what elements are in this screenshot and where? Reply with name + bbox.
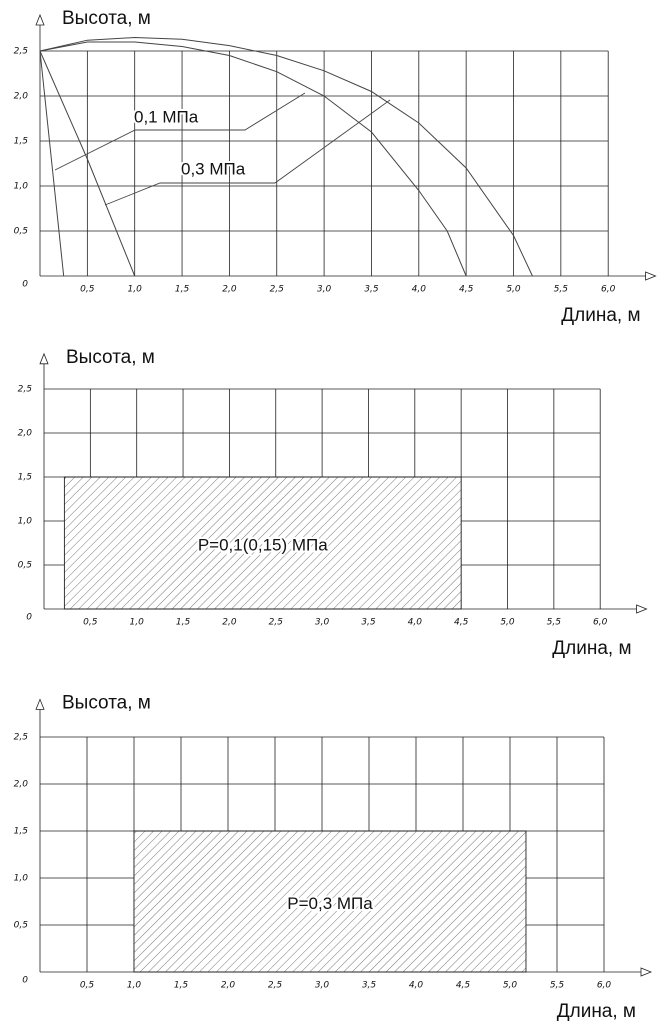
x-tick-label: 4,0 bbox=[412, 285, 427, 295]
x-tick-label: 2,5 bbox=[270, 285, 285, 295]
x-tick-label: 4,5 bbox=[459, 285, 474, 295]
x-tick-label: 2,5 bbox=[269, 618, 284, 628]
y-tick-label: 2,5 bbox=[18, 385, 33, 395]
y-tick-label: 0 bbox=[26, 613, 32, 623]
y-tick-label: 2,0 bbox=[18, 429, 33, 439]
y-tick-label: 1,5 bbox=[14, 827, 29, 837]
y-tick-label: 1,0 bbox=[14, 874, 29, 884]
y-tick-label: 2,0 bbox=[14, 92, 29, 102]
y-axis-arrow bbox=[35, 13, 45, 26]
annotation: P=0,1(0,15) МПа bbox=[198, 535, 328, 554]
pressure-zone bbox=[63, 476, 462, 610]
x-tick-label: 5,0 bbox=[503, 981, 518, 991]
y-tick-label: 2,5 bbox=[14, 733, 29, 743]
y-axis-title: Высота, м bbox=[66, 347, 155, 368]
x-axis-arrow bbox=[640, 967, 653, 977]
x-tick-label: 5,0 bbox=[506, 285, 521, 295]
y-axis-title: Высота, м bbox=[62, 8, 151, 29]
y-tick-label: 0,5 bbox=[14, 227, 29, 237]
trajectory bbox=[39, 50, 136, 277]
x-tick-label: 3,0 bbox=[315, 981, 330, 991]
annotation: 0,3 МПа bbox=[181, 159, 246, 178]
y-tick-label: 1,5 bbox=[14, 137, 29, 147]
x-tick-label: 6,0 bbox=[597, 981, 612, 991]
y-tick-label: 0,5 bbox=[14, 921, 29, 931]
y-tick-label: 1,0 bbox=[14, 182, 29, 192]
y-axis-arrow bbox=[35, 698, 45, 710]
x-axis-arrow bbox=[645, 271, 657, 281]
x-tick-label: 0,5 bbox=[80, 981, 95, 991]
x-axis-title: Длина, м bbox=[561, 305, 640, 326]
x-tick-label: 2,5 bbox=[268, 981, 283, 991]
y-axis-arrow bbox=[39, 352, 49, 365]
x-tick-label: 6,0 bbox=[593, 618, 608, 628]
trajectory bbox=[39, 50, 65, 277]
x-tick-label: 1,0 bbox=[128, 285, 143, 295]
x-tick-label: 2,0 bbox=[222, 618, 237, 628]
x-tick-label: 5,5 bbox=[550, 981, 565, 991]
x-tick-label: 3,5 bbox=[364, 285, 379, 295]
x-tick-label: 1,0 bbox=[130, 618, 145, 628]
leader-line bbox=[54, 92, 306, 171]
annotation: P=0,3 МПа bbox=[287, 894, 373, 913]
x-tick-label: 2,0 bbox=[222, 285, 237, 295]
trajectory bbox=[39, 36, 533, 277]
x-tick-label: 1,5 bbox=[174, 981, 189, 991]
x-axis-title: Длина, м bbox=[557, 1001, 636, 1022]
y-tick-label: 0,5 bbox=[18, 561, 33, 571]
x-tick-label: 3,0 bbox=[315, 618, 330, 628]
x-tick-label: 4,0 bbox=[409, 981, 424, 991]
x-tick-label: 5,5 bbox=[554, 285, 569, 295]
x-tick-label: 1,0 bbox=[127, 981, 142, 991]
pressure-zone bbox=[133, 830, 527, 973]
x-tick-label: 0,5 bbox=[83, 618, 98, 628]
x-tick-label: 1,5 bbox=[175, 285, 190, 295]
y-tick-label: 0 bbox=[22, 280, 28, 290]
x-tick-label: 4,5 bbox=[454, 618, 469, 628]
y-tick-label: 2,5 bbox=[14, 47, 29, 57]
x-tick-label: 2,0 bbox=[221, 981, 236, 991]
trajectory bbox=[39, 41, 467, 277]
x-tick-label: 5,0 bbox=[500, 618, 515, 628]
y-tick-label: 1,5 bbox=[18, 473, 33, 483]
y-tick-label: 0 bbox=[22, 976, 28, 986]
y-axis-title: Высота, м bbox=[62, 692, 151, 713]
x-tick-label: 4,5 bbox=[456, 981, 471, 991]
x-axis-title: Длина, м bbox=[552, 638, 631, 659]
x-tick-label: 3,5 bbox=[361, 618, 376, 628]
x-axis-arrow bbox=[636, 604, 648, 614]
annotation: 0,1 МПа bbox=[134, 107, 199, 126]
y-tick-label: 1,0 bbox=[18, 517, 33, 527]
x-tick-label: 1,5 bbox=[176, 618, 191, 628]
x-tick-label: 3,0 bbox=[317, 285, 332, 295]
x-tick-label: 5,5 bbox=[547, 618, 562, 628]
x-tick-label: 4,0 bbox=[408, 618, 423, 628]
leader-line bbox=[104, 99, 391, 206]
x-tick-label: 6,0 bbox=[601, 285, 616, 295]
x-tick-label: 0,5 bbox=[80, 285, 95, 295]
y-tick-label: 2,0 bbox=[14, 780, 29, 790]
x-tick-label: 3,5 bbox=[362, 981, 377, 991]
